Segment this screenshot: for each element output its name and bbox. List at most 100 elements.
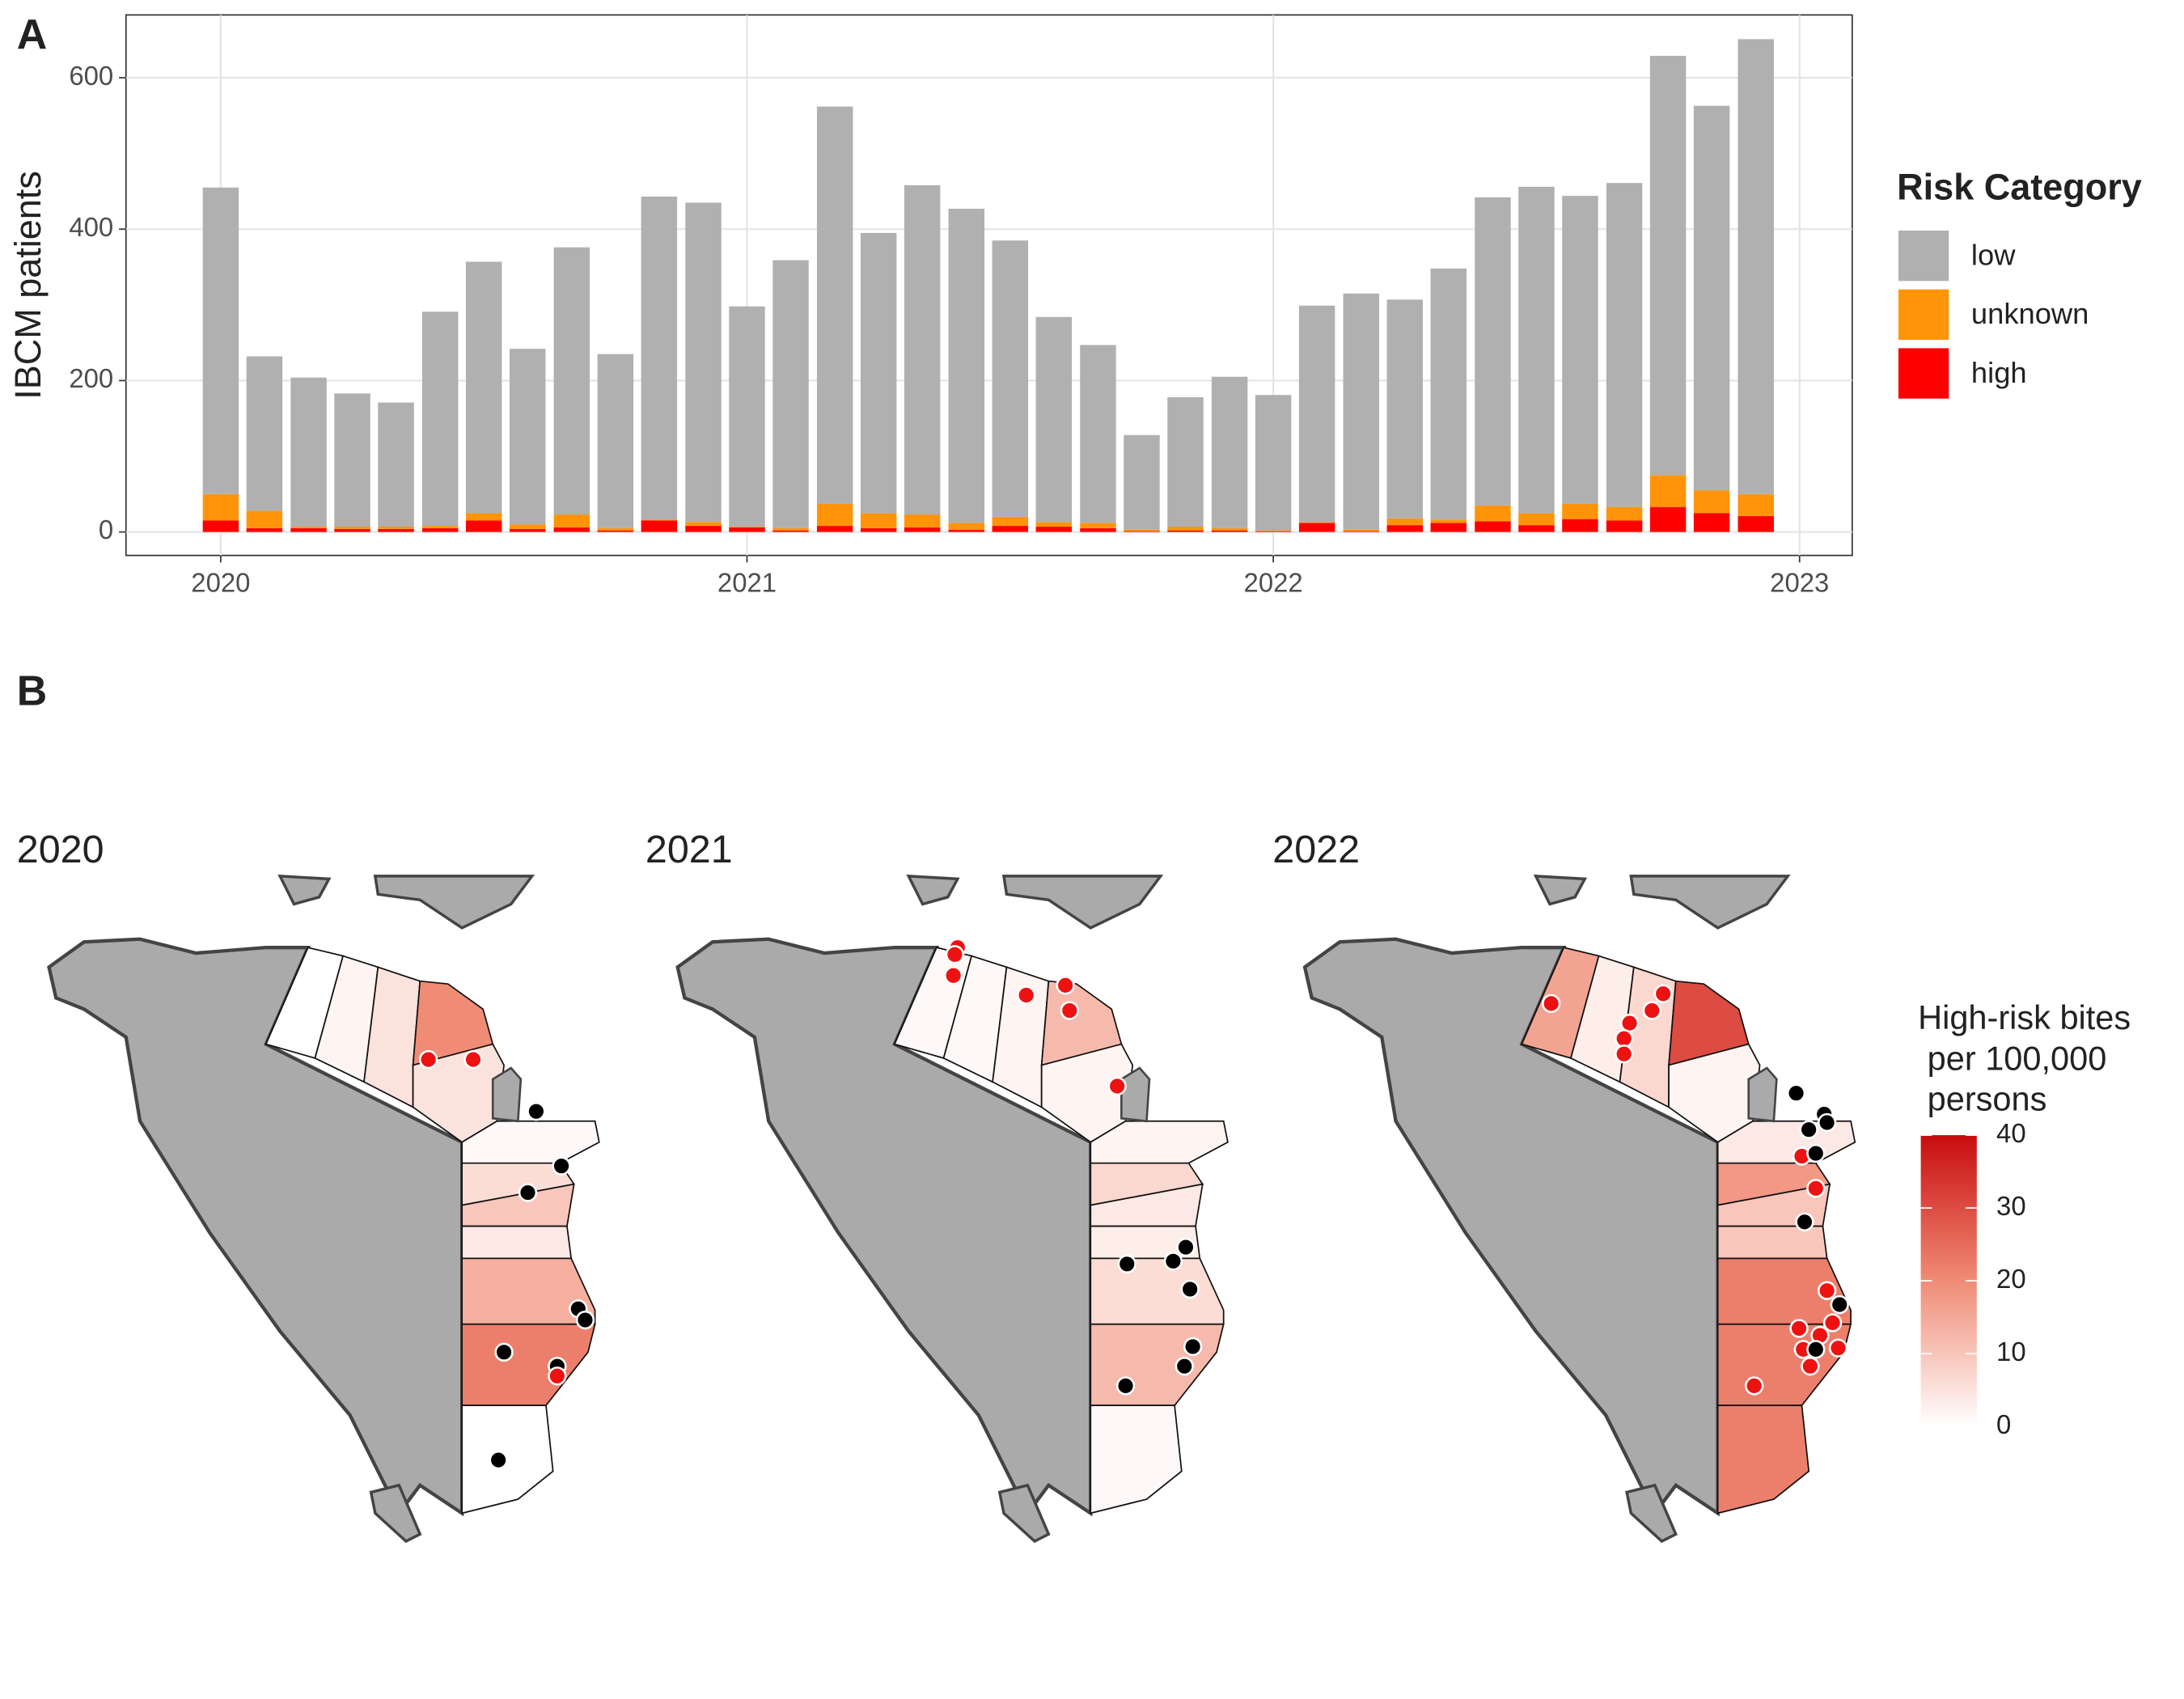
x-tick-label: 2022 [1244,568,1303,598]
bar-segment [816,526,853,532]
land [1001,875,1164,930]
bar-segment [1167,530,1204,532]
bite-location [518,1183,538,1202]
region [412,980,494,1066]
bar-segment [1430,519,1467,523]
bite-location [945,945,965,964]
bite-location [1795,1212,1814,1232]
bar-segment [378,528,414,532]
bar-segment [1386,518,1424,526]
bar-segment [597,527,634,531]
bar-segment [948,523,985,530]
bar-segment [1080,345,1116,523]
bar-segment [860,527,897,532]
bite-location [1619,1013,1640,1033]
bar-segment [772,527,809,531]
bite-location [1822,1313,1843,1333]
bite-location [494,1342,514,1362]
bar-segment [1386,525,1424,532]
region [1716,1225,1828,1260]
y-tick-label: 600 [69,61,113,91]
x-tick-label: 2020 [191,568,250,598]
bar-segment [1124,434,1160,530]
bar-segment [1606,520,1643,532]
bite-location [489,1450,508,1470]
map-panel: 2022 [1272,828,1856,1544]
bar-segment [1649,475,1687,507]
bar-segment [729,527,765,532]
bar-segment [641,197,678,520]
land [373,875,535,930]
bar-segment [1167,526,1204,531]
lake [1747,1066,1778,1123]
bar-segment [1475,521,1511,532]
bite-location [575,1310,595,1330]
bar-segment [904,527,941,532]
bar-segment [246,511,283,528]
panel-label: B [17,668,47,715]
legend-label: high [1971,356,2027,389]
bite-location [1176,1237,1196,1257]
x-tick-label: 2021 [717,568,777,598]
bite-location [1117,1254,1136,1273]
bar-segment [1211,527,1248,531]
bar-segment [772,530,809,532]
land [997,1483,1051,1544]
bar-segment [1255,395,1292,531]
legend-key [1895,286,1952,343]
region [1090,1257,1225,1325]
bite-location [1056,976,1075,995]
lake [491,1066,523,1123]
bar-segment [334,393,370,527]
bite-location [1180,1279,1200,1299]
bar-segment [1606,183,1643,507]
bar-segment [1167,396,1204,527]
map-panel: 2020 [17,828,600,1544]
bite-location [1653,984,1673,1003]
bite-location [1615,1028,1634,1049]
bar-segment [948,208,985,523]
bar-segment [553,515,590,527]
legend-key [1895,345,1952,402]
colorbar-label: 40 [1996,1118,2026,1148]
bar-segment [465,513,502,521]
bite-location [1183,1337,1203,1357]
bite-location [1163,1252,1183,1271]
bite-location [1806,1143,1826,1163]
region [1716,1323,1852,1406]
bite-location [1060,1001,1079,1020]
legend-label: low [1971,238,2016,271]
bar-segment [1475,505,1511,522]
bar-segment [1606,506,1643,521]
bite-location [1107,1076,1127,1096]
bar-segment [378,402,414,527]
bite-location [943,966,963,985]
bar-segment [202,187,239,494]
legend-title: High-risk bites [1918,998,2131,1036]
colorbar-label: 0 [1996,1409,2011,1439]
bar-segment [1518,186,1555,514]
lake [1120,1066,1151,1123]
bar-segment [421,527,459,532]
map-panel: 2021 [645,828,1229,1544]
bar-segment [465,520,502,532]
bite-location [1615,1044,1634,1064]
bar-segment [465,261,502,514]
bite-location [548,1366,567,1386]
bar-segment [1343,529,1380,532]
bar-segment [772,260,809,528]
bar-segment [597,530,634,532]
legend-key [1895,227,1952,284]
bar-segment [1430,268,1467,520]
bar-segment [685,202,722,523]
bar-segment [1211,376,1248,528]
bite-location [527,1101,546,1121]
bar-segment [1124,529,1160,532]
map-title: 2021 [645,828,733,871]
bar-segment [421,526,459,528]
bar-segment [1255,530,1292,532]
bar-segment [816,106,853,504]
land [675,937,1093,1517]
bar-segment [1693,490,1730,514]
